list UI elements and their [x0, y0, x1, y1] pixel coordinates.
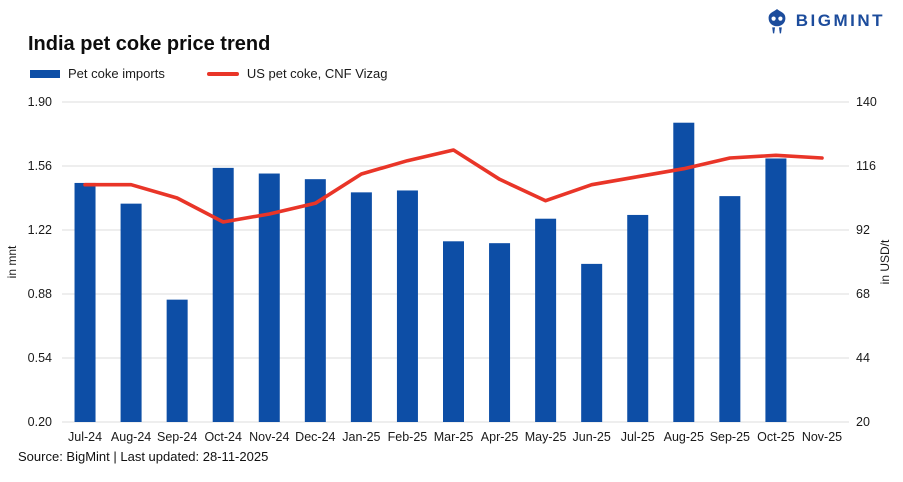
x-axis-label-Nov-25: Nov-25 [802, 430, 842, 444]
legend-label-imports: Pet coke imports [68, 66, 165, 81]
source-note: Source: BigMint | Last updated: 28-11-20… [18, 449, 269, 464]
bar-Sep-25 [719, 196, 741, 422]
bigmint-logo: BIGMINT [764, 8, 885, 34]
left-axis-tick: 1.22 [28, 223, 52, 237]
left-axis-tick: 0.20 [28, 415, 52, 429]
bar-Apr-25 [489, 243, 511, 422]
x-axis-label-Aug-25: Aug-25 [664, 430, 704, 444]
legend-item-imports: Pet coke imports [30, 66, 165, 81]
chart-legend: Pet coke imports US pet coke, CNF Vizag [30, 66, 387, 81]
bar-Oct-24 [212, 167, 234, 422]
x-axis-label-Aug-24: Aug-24 [111, 430, 151, 444]
bar-Jan-25 [350, 192, 372, 422]
legend-item-price: US pet coke, CNF Vizag [206, 66, 388, 81]
bar-Jul-24 [74, 182, 96, 422]
bigmint-logo-text: BIGMINT [795, 11, 885, 30]
right-axis-tick: 116 [856, 159, 876, 173]
bar-Oct-25 [765, 158, 787, 422]
bar-Dec-24 [304, 179, 326, 422]
bar-Jul-25 [627, 214, 649, 422]
right-axis-tick: 68 [856, 287, 870, 301]
legend-label-price: US pet coke, CNF Vizag [246, 66, 388, 81]
bar-Aug-24 [120, 203, 142, 422]
x-axis-label-Apr-25: Apr-25 [481, 430, 519, 444]
x-axis-label-Jun-25: Jun-25 [573, 430, 611, 444]
bar-Jun-25 [581, 263, 603, 422]
x-axis-label-Dec-24: Dec-24 [295, 430, 335, 444]
line-legend-swatch [206, 71, 239, 76]
page-title: India pet coke price trend [28, 33, 271, 55]
bar-May-25 [535, 218, 557, 422]
right-axis-tick: 92 [856, 223, 870, 237]
right-axis-label: in USD/t [878, 239, 892, 284]
right-axis-tick: 140 [856, 95, 877, 109]
price-line [83, 148, 824, 224]
left-axis-tick: 0.88 [28, 287, 52, 301]
left-axis-tick: 1.90 [28, 95, 52, 109]
left-axis-label: in mnt [5, 245, 19, 278]
left-axis-tick: 0.54 [28, 351, 52, 365]
bar-Sep-24 [166, 299, 188, 422]
x-axis-label-Feb-25: Feb-25 [388, 430, 428, 444]
x-axis-label-May-25: May-25 [525, 430, 567, 444]
bar-Mar-25 [443, 241, 464, 422]
bigmint-logo-icon [768, 9, 786, 34]
right-axis-tick: 44 [856, 351, 870, 365]
x-axis-label-Jul-24: Jul-24 [68, 430, 102, 444]
x-axis-label-Oct-25: Oct-25 [757, 430, 795, 444]
bar-legend-swatch [30, 69, 60, 78]
bar-Aug-25 [673, 122, 695, 423]
bar-Nov-24 [258, 173, 280, 422]
x-axis-label-Mar-25: Mar-25 [434, 430, 474, 444]
x-axis-label-Nov-24: Nov-24 [249, 430, 289, 444]
x-axis-label-Jan-25: Jan-25 [342, 430, 380, 444]
right-axis-tick: 20 [856, 415, 870, 429]
x-axis-label-Jul-25: Jul-25 [621, 430, 655, 444]
left-axis-tick: 1.56 [28, 159, 52, 173]
x-axis-label-Sep-24: Sep-24 [157, 430, 197, 444]
x-axis-label-Sep-25: Sep-25 [710, 430, 750, 444]
bar-Feb-25 [396, 190, 418, 422]
x-axis-label-Oct-24: Oct-24 [204, 430, 242, 444]
